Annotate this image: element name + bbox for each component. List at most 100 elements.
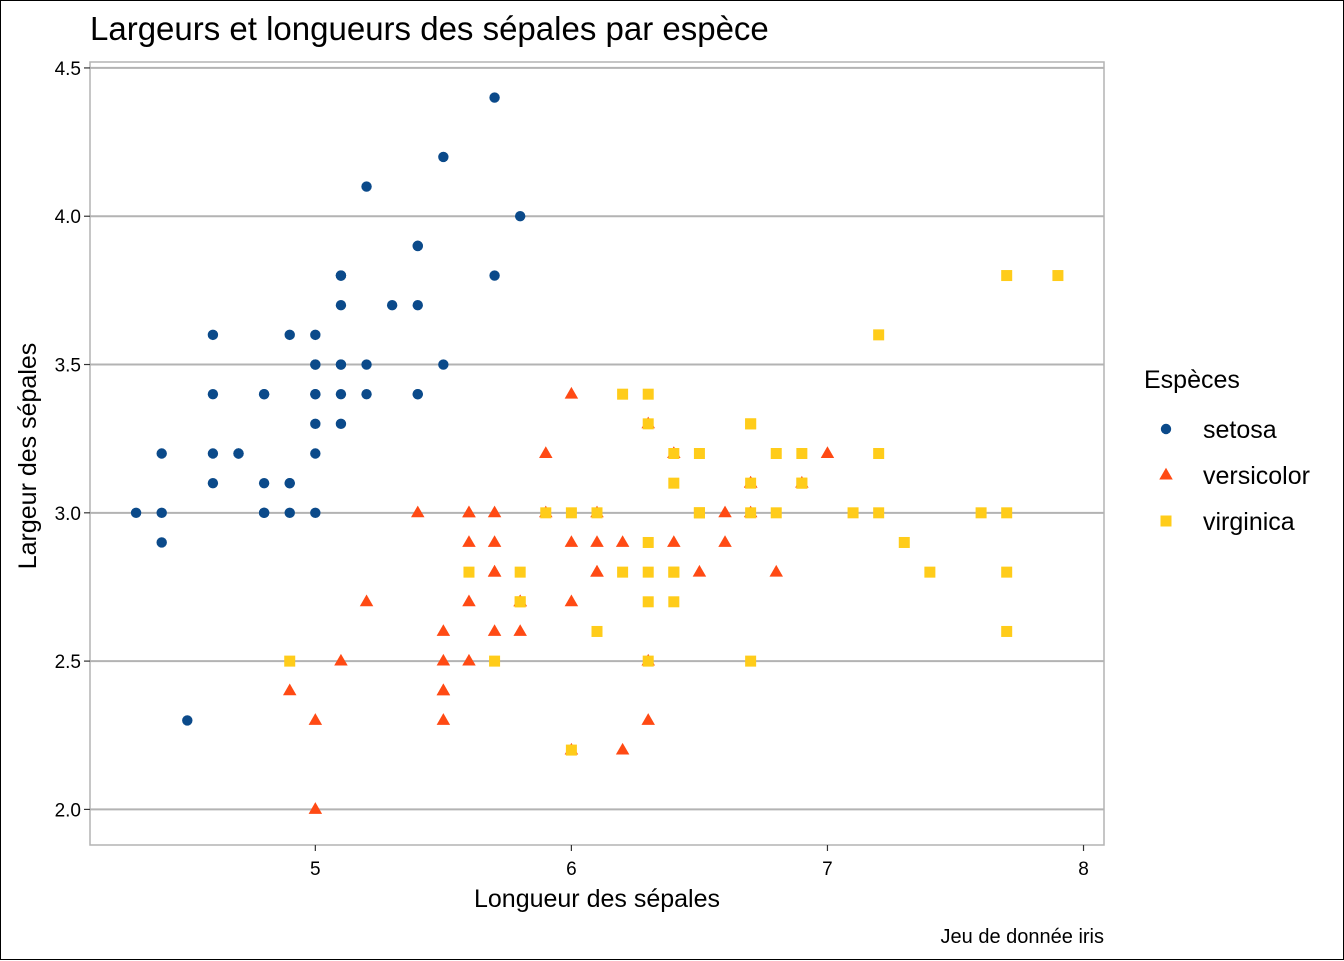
virginica-point <box>463 566 475 578</box>
virginica-point <box>898 536 910 548</box>
virginica-point <box>873 329 885 341</box>
setosa-point <box>438 151 449 163</box>
virginica-point <box>668 448 680 459</box>
virginica-point <box>1001 507 1013 519</box>
versicolor-point <box>769 564 783 577</box>
legend-key-versicolor <box>1159 467 1173 480</box>
virginica-point <box>796 448 808 459</box>
legend-label-setosa: setosa <box>1203 416 1277 444</box>
chart-title: Largeurs et longueurs des sépales par es… <box>90 10 769 47</box>
virginica-point <box>591 507 603 519</box>
setosa-point <box>335 359 347 370</box>
virginica-point <box>514 596 526 608</box>
versicolor-point <box>334 653 348 666</box>
versicolor-point <box>308 802 323 814</box>
virginica-point <box>617 566 629 578</box>
virginica-point <box>693 448 705 459</box>
setosa-point <box>207 448 219 459</box>
x-tick-label: 8 <box>1078 859 1089 880</box>
setosa-point <box>489 92 500 103</box>
setosa-point <box>258 477 270 489</box>
versicolor-point <box>462 653 476 666</box>
setosa-point <box>156 448 167 459</box>
setosa-point <box>284 329 295 341</box>
setosa-point <box>310 359 321 370</box>
setosa-point <box>361 388 372 400</box>
setosa-point <box>207 329 219 341</box>
versicolor-point <box>487 564 502 577</box>
virginica-point <box>745 655 757 667</box>
setosa-point <box>130 507 142 519</box>
legend-label-virginica: virginica <box>1203 508 1295 536</box>
versicolor-point <box>564 594 579 607</box>
virginica-point <box>668 477 680 489</box>
y-tick-label: 2.5 <box>55 652 81 673</box>
setosa-point <box>258 507 270 519</box>
virginica-point <box>668 596 680 608</box>
setosa-point <box>156 537 167 548</box>
virginica-point <box>745 507 757 519</box>
versicolor-point <box>692 564 707 577</box>
virginica-point <box>1001 625 1013 637</box>
setosa-point <box>412 240 423 252</box>
versicolor-point <box>487 505 502 518</box>
virginica-point <box>1052 270 1064 282</box>
setosa-point <box>284 477 295 489</box>
setosa-point <box>514 211 526 222</box>
y-tick-label: 2.0 <box>55 800 81 821</box>
gridlines <box>90 66 1104 811</box>
setosa-point <box>335 270 347 281</box>
y-tick-label: 3.0 <box>55 504 81 525</box>
virginica-point <box>642 536 654 548</box>
setosa-point <box>335 418 347 430</box>
x-tick-label: 5 <box>310 859 321 880</box>
virginica-point <box>642 566 654 578</box>
y-axis-label: Largeur des sépales <box>14 343 42 570</box>
versicolor-point <box>615 535 630 547</box>
virginica-point <box>540 507 552 519</box>
setosa-point <box>284 507 295 519</box>
data-points <box>130 92 1064 814</box>
versicolor-point <box>359 594 374 607</box>
legend-key-setosa <box>1160 423 1172 435</box>
versicolor-point <box>590 564 604 577</box>
legend: Espèces setosa versicolor virginica <box>1144 366 1310 536</box>
versicolor-point <box>564 386 579 399</box>
versicolor-point <box>718 535 732 547</box>
virginica-point <box>668 566 680 578</box>
virginica-point <box>617 388 629 400</box>
setosa-point <box>412 300 423 311</box>
axis-ticks: 2.0 2.5 3.0 3.5 4.0 4.5 5 6 7 8 <box>55 59 1089 880</box>
virginica-point <box>796 477 808 489</box>
x-axis-label: Longueur des sépales <box>474 885 720 913</box>
setosa-point <box>310 418 321 430</box>
virginica-point <box>770 448 782 459</box>
setosa-point <box>258 388 270 400</box>
setosa-point <box>182 715 193 726</box>
versicolor-point <box>436 713 451 725</box>
virginica-point <box>1001 566 1013 578</box>
versicolor-point <box>667 535 681 547</box>
versicolor-point <box>487 535 502 547</box>
plot-panel <box>89 61 1105 846</box>
legend-title: Espèces <box>1144 366 1240 394</box>
setosa-point <box>310 329 321 341</box>
setosa-point <box>335 300 347 311</box>
virginica-point <box>642 596 654 608</box>
versicolor-point <box>590 535 604 547</box>
versicolor-point <box>820 446 835 458</box>
versicolor-point <box>308 713 323 725</box>
y-tick-label: 3.5 <box>55 356 81 377</box>
setosa-point <box>361 359 372 370</box>
versicolor-point <box>513 624 527 636</box>
virginica-point <box>1001 270 1013 282</box>
virginica-point <box>873 448 885 459</box>
setosa-point <box>207 388 219 400</box>
series-setosa <box>130 92 526 726</box>
versicolor-point <box>539 446 553 458</box>
x-tick-label: 7 <box>822 859 833 880</box>
setosa-point <box>335 388 347 400</box>
setosa-point <box>310 388 321 400</box>
setosa-point <box>310 448 321 459</box>
